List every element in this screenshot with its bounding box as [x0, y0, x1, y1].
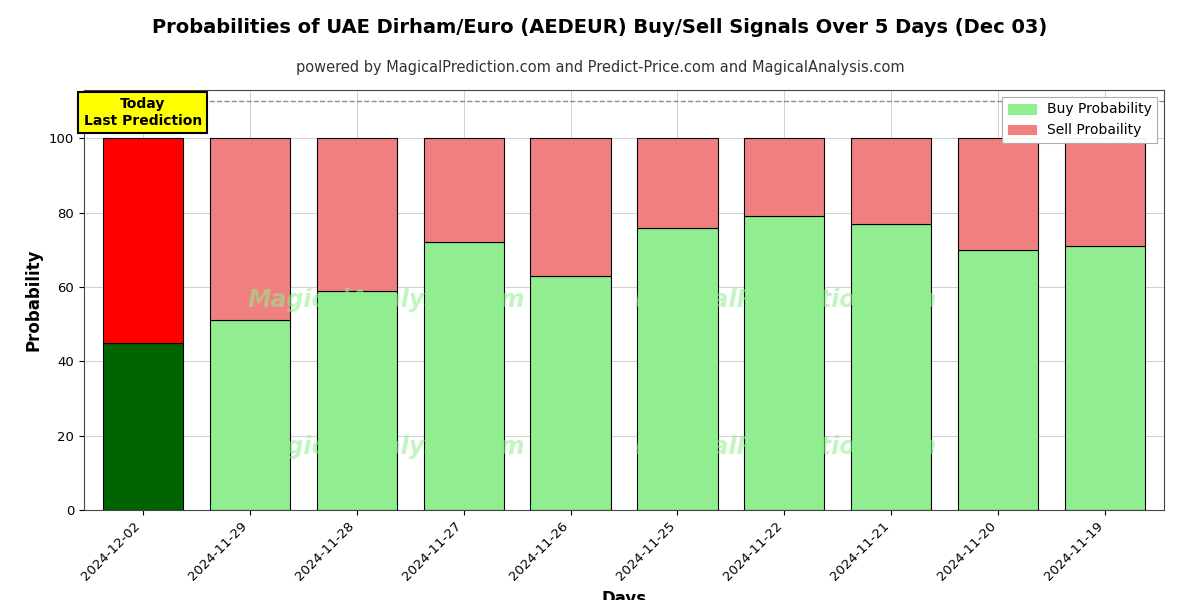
Bar: [530, 276, 611, 510]
Text: MagicalAnalysis.com: MagicalAnalysis.com: [247, 435, 526, 459]
Bar: [424, 242, 504, 510]
Text: MagicalPrediction.com: MagicalPrediction.com: [635, 288, 937, 312]
Bar: [851, 224, 931, 510]
Bar: [103, 343, 182, 510]
X-axis label: Days: Days: [601, 590, 647, 600]
Text: Probabilities of UAE Dirham/Euro (AEDEUR) Buy/Sell Signals Over 5 Days (Dec 03): Probabilities of UAE Dirham/Euro (AEDEUR…: [152, 18, 1048, 37]
Bar: [210, 139, 290, 320]
Text: Today
Last Prediction: Today Last Prediction: [84, 97, 202, 128]
Bar: [744, 139, 824, 217]
Bar: [637, 227, 718, 510]
Text: powered by MagicalPrediction.com and Predict-Price.com and MagicalAnalysis.com: powered by MagicalPrediction.com and Pre…: [295, 60, 905, 75]
Bar: [744, 217, 824, 510]
Bar: [637, 139, 718, 227]
Bar: [317, 139, 397, 291]
Bar: [530, 139, 611, 276]
Bar: [958, 250, 1038, 510]
Y-axis label: Probability: Probability: [24, 249, 42, 351]
Bar: [424, 139, 504, 242]
Text: MagicalAnalysis.com: MagicalAnalysis.com: [247, 288, 526, 312]
Bar: [1066, 139, 1145, 246]
Bar: [1066, 246, 1145, 510]
Bar: [958, 139, 1038, 250]
Bar: [210, 320, 290, 510]
Bar: [851, 139, 931, 224]
Bar: [103, 139, 182, 343]
Text: MagicalPrediction.com: MagicalPrediction.com: [635, 435, 937, 459]
Bar: [317, 291, 397, 510]
Legend: Buy Probability, Sell Probaility: Buy Probability, Sell Probaility: [1002, 97, 1157, 143]
